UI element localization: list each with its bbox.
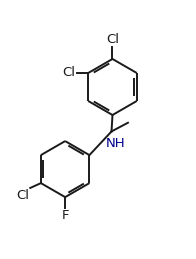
Text: Cl: Cl: [16, 189, 29, 202]
Text: Cl: Cl: [63, 67, 76, 80]
Text: NH: NH: [105, 137, 125, 150]
Text: Cl: Cl: [106, 33, 119, 46]
Text: F: F: [61, 209, 69, 222]
